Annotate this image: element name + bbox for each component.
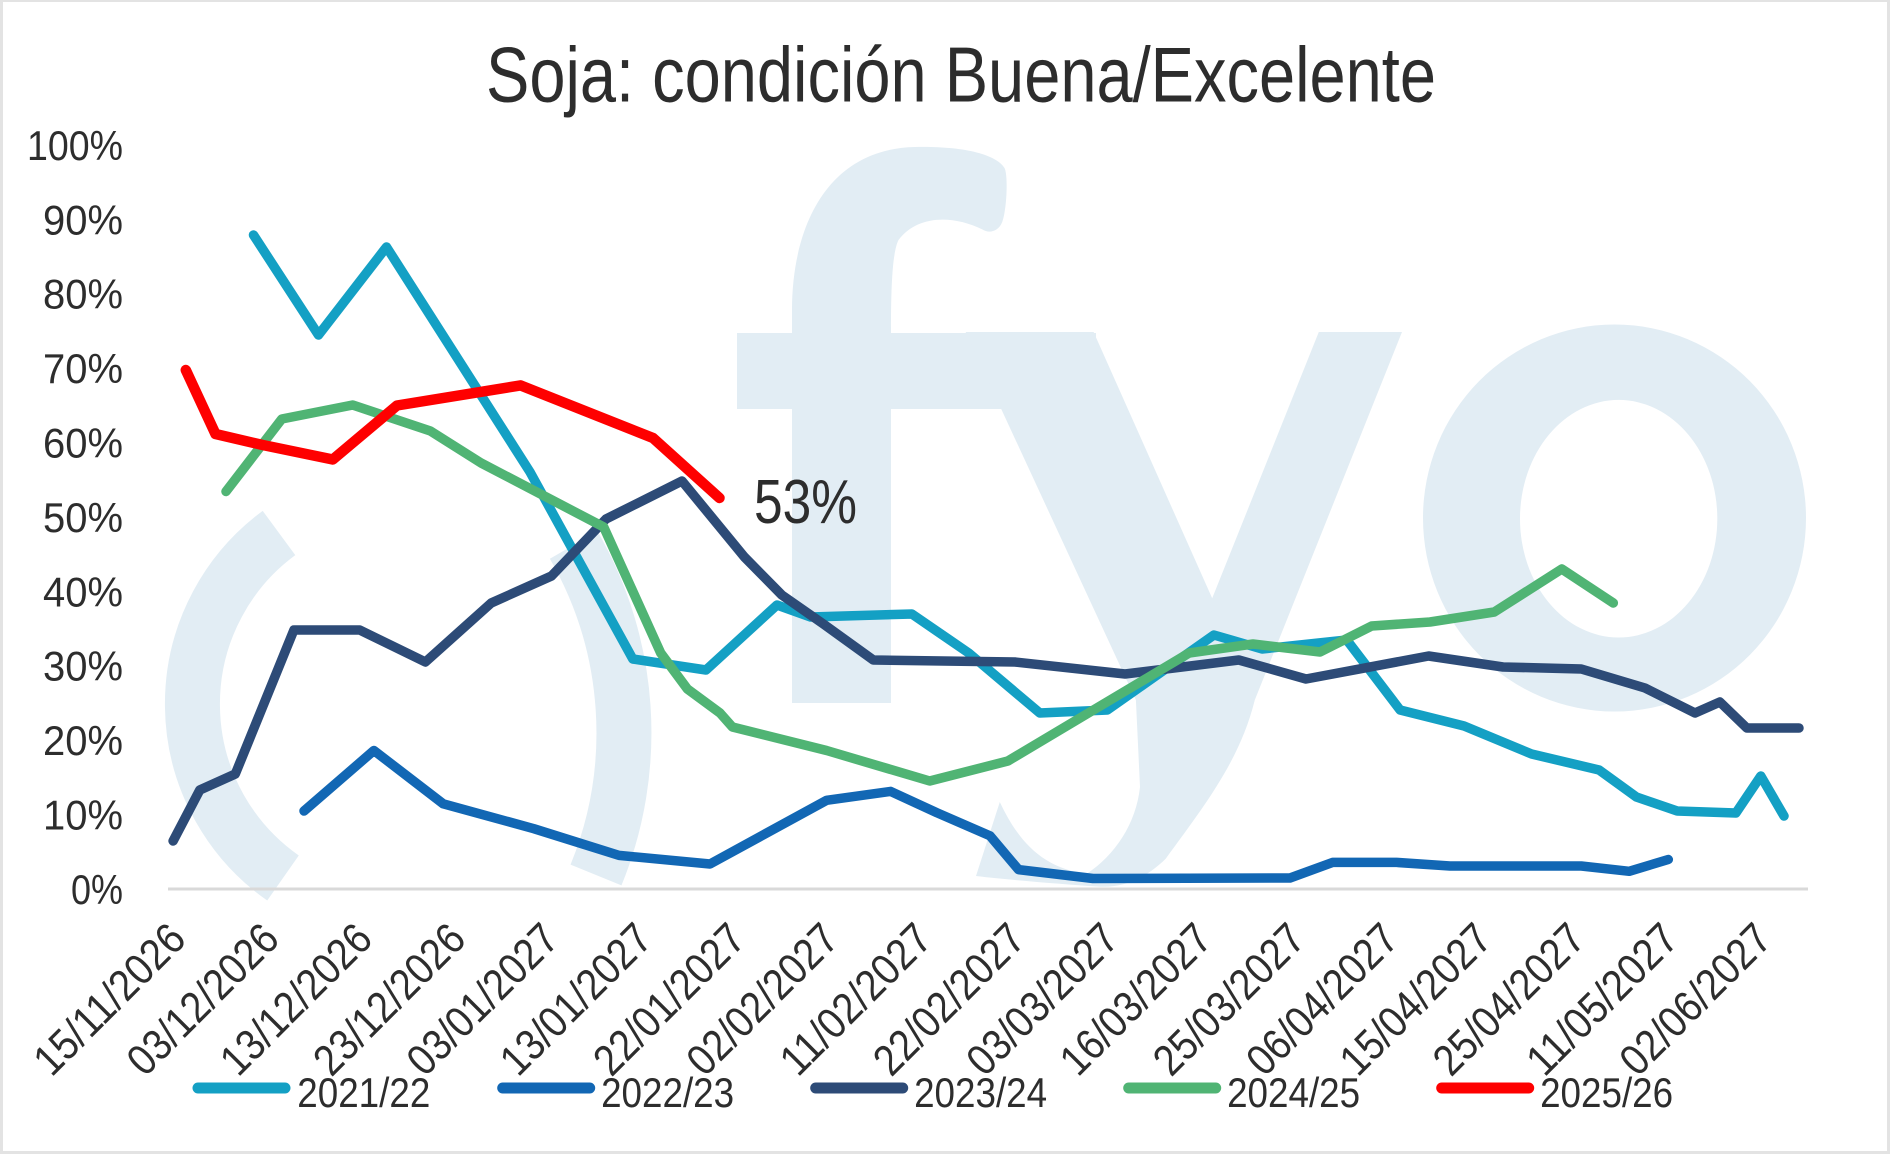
svg-text:100%: 100% xyxy=(27,122,123,169)
svg-text:Soja: condición Buena/Excelent: Soja: condición Buena/Excelente xyxy=(486,31,1436,119)
svg-text:10%: 10% xyxy=(43,792,123,839)
svg-text:30%: 30% xyxy=(43,643,123,690)
svg-text:80%: 80% xyxy=(43,271,123,318)
svg-text:40%: 40% xyxy=(43,568,123,615)
svg-text:60%: 60% xyxy=(43,420,123,467)
svg-text:2024/25: 2024/25 xyxy=(1227,1069,1360,1116)
svg-text:53%: 53% xyxy=(754,468,857,537)
svg-text:2022/23: 2022/23 xyxy=(601,1069,734,1116)
svg-text:90%: 90% xyxy=(43,196,123,243)
svg-text:0%: 0% xyxy=(71,866,123,913)
svg-text:2025/26: 2025/26 xyxy=(1540,1069,1673,1116)
svg-text:2023/24: 2023/24 xyxy=(914,1069,1047,1116)
svg-text:20%: 20% xyxy=(43,717,123,764)
svg-text:50%: 50% xyxy=(43,494,123,541)
svg-text:70%: 70% xyxy=(43,345,123,392)
svg-text:2021/22: 2021/22 xyxy=(297,1069,430,1116)
